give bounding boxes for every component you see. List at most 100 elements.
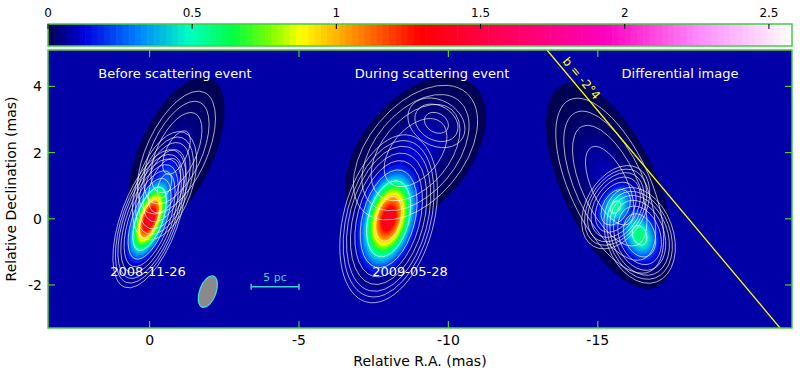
contour [399, 88, 474, 158]
intensity-layer [558, 115, 662, 255]
contour [587, 175, 645, 239]
colorbar-cell [246, 24, 253, 46]
plot-frame [48, 50, 792, 328]
colorbar-cell [618, 24, 625, 46]
colorbar-cell [333, 24, 340, 46]
colorbar-cell [259, 24, 266, 46]
y-tick [48, 218, 55, 219]
colorbar-cell [339, 24, 346, 46]
x-tick-label: -5 [292, 332, 306, 348]
colorbar-cell [587, 24, 594, 46]
latitude-line [547, 50, 780, 328]
contour [98, 141, 202, 297]
contour [130, 92, 222, 214]
colorbar-cell [761, 24, 768, 46]
colorbar-cell [240, 24, 247, 46]
contour [327, 131, 449, 308]
x-axis-label: Relative R.A. (mas) [353, 353, 486, 369]
contour [408, 97, 465, 150]
x-tick [149, 321, 150, 328]
plot-background [48, 50, 792, 328]
colorbar-cell [160, 24, 167, 46]
y-tick [785, 152, 792, 153]
colorbar-cell [563, 24, 570, 46]
colorbar-tick-label: 0 [44, 6, 52, 20]
colorbar-cell [606, 24, 613, 46]
intensity-layer [383, 211, 394, 227]
intensity-layer [379, 204, 399, 233]
colorbar-cell [315, 24, 322, 46]
colorbar-cell [742, 24, 749, 46]
contour [124, 129, 205, 242]
contour [618, 209, 662, 261]
intensity-layer [359, 176, 418, 262]
colorbar-cell [457, 24, 464, 46]
intensity-layer [405, 142, 426, 164]
contour [105, 151, 195, 286]
colorbar-tick-label: 2 [621, 6, 629, 20]
scale-bar-end [298, 284, 300, 290]
contour [610, 200, 669, 271]
colorbar-cell [612, 24, 619, 46]
colorbar-tick [336, 24, 337, 29]
colorbar-tick-label: 0.5 [183, 6, 202, 20]
colorbar-cell [767, 24, 774, 46]
colorbar-cell [649, 24, 656, 46]
colorbar-cell [476, 24, 483, 46]
colorbar-cell [525, 24, 532, 46]
x-tick-label: 0 [145, 332, 154, 348]
colorbar-cell [699, 24, 706, 46]
intensity-layer [349, 162, 428, 276]
y-axis-label: Relative Declination (mas) [3, 97, 19, 282]
colorbar-cell [656, 24, 663, 46]
intensity-layer [365, 184, 413, 253]
colorbar-cell [780, 24, 787, 46]
intensity-layer [362, 180, 415, 257]
colorbar-cell [445, 24, 452, 46]
scale-bar-end [250, 284, 252, 290]
contour [576, 163, 656, 252]
contour [323, 124, 455, 314]
colorbar-cell [662, 24, 669, 46]
contour [142, 154, 187, 217]
colorbar-cell [172, 24, 179, 46]
colorbar-cell [736, 24, 743, 46]
chart: 00.511.522.55 pcb = -2°4Before scatterin… [0, 0, 800, 374]
colorbar-frame [48, 24, 792, 46]
colorbar-cell [637, 24, 644, 46]
colorbar-cell [773, 24, 780, 46]
colorbar-cell [488, 24, 495, 46]
colorbar-tick-label: 1 [333, 6, 341, 20]
x-tick [448, 50, 449, 57]
colorbar-tick-label: 2.5 [759, 6, 778, 20]
x-tick [298, 50, 299, 57]
colorbar-cell [352, 24, 359, 46]
colorbar-cell [116, 24, 123, 46]
colorbar-cell [569, 24, 576, 46]
intensity-layer [125, 182, 174, 256]
contour [630, 223, 650, 247]
beam [194, 273, 221, 310]
colorbar-cell [110, 24, 117, 46]
colorbar-cell [346, 24, 353, 46]
colorbar-tick [480, 24, 481, 29]
y-tick-label: 0 [33, 211, 42, 227]
contour [421, 108, 453, 137]
y-tick-label: 4 [33, 78, 42, 94]
intensity-layer [552, 107, 668, 264]
colorbar-cell [674, 24, 681, 46]
y-tick [48, 284, 55, 285]
colorbar-cell [253, 24, 260, 46]
y-tick [785, 86, 792, 87]
intensity-layer [635, 230, 644, 241]
colorbar-cell [401, 24, 408, 46]
intensity-layer [523, 69, 696, 302]
colorbar-cell [104, 24, 111, 46]
colorbar-cell [296, 24, 303, 46]
contour [557, 115, 662, 257]
colorbar-cell [271, 24, 278, 46]
contour [359, 176, 419, 262]
colorbar-cell [507, 24, 514, 46]
colorbar-cell [290, 24, 297, 46]
y-tick-label: 2 [33, 145, 42, 161]
